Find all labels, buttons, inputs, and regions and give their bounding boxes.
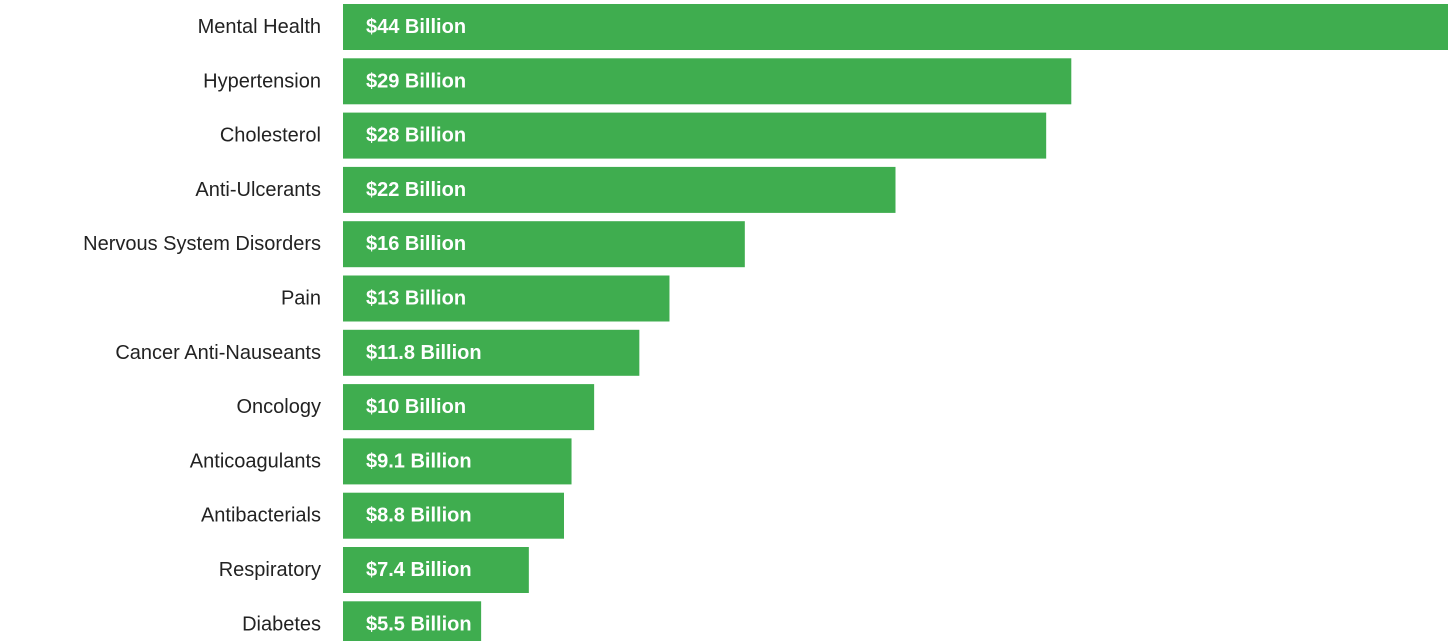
value-labels-group: $44 Billion $29 Billion $28 Billion $22 Bil…	[366, 16, 482, 635]
value-label-antibacterials: $8.8 Billion	[366, 505, 472, 527]
category-label-respiratory: Respiratory	[219, 559, 321, 581]
category-label-anticoagulants: Anticoagulants	[190, 450, 321, 472]
value-label-anti-ulcerants: $22 Billion	[366, 179, 466, 201]
bar-cancer-anti-nauseants	[343, 329, 640, 376]
category-label-anti-ulcerants: Anti-Ulcerants	[195, 179, 321, 201]
bar-anti-ulcerants	[343, 166, 896, 213]
bar-anticoagulants	[343, 438, 572, 485]
category-label-oncology: Oncology	[237, 396, 322, 418]
category-label-diabetes: Diabetes	[242, 613, 321, 635]
value-label-mental-health: $44 Billion	[366, 16, 466, 38]
bar-nervous-system-disorders	[343, 221, 745, 268]
bar-mental-health	[343, 4, 1448, 50]
category-label-hypertension: Hypertension	[203, 70, 321, 92]
value-label-cholesterol: $28 Billion	[366, 125, 466, 147]
category-label-nervous-system-disorders: Nervous System Disorders	[83, 233, 321, 255]
category-label-pain: Pain	[281, 288, 321, 310]
value-label-hypertension: $29 Billion	[366, 70, 466, 92]
category-label-antibacterials: Antibacterials	[201, 505, 321, 527]
bars-group	[343, 4, 1448, 641]
bar-pain	[343, 275, 670, 322]
bar-antibacterials	[343, 492, 564, 539]
bar-cholesterol	[343, 112, 1047, 159]
value-label-oncology: $10 Billion	[366, 396, 466, 418]
value-label-nervous-system-disorders: $16 Billion	[366, 233, 466, 255]
category-label-cholesterol: Cholesterol	[220, 125, 321, 147]
category-labels-group: Mental Health Hypertension Cholesterol Anti…	[83, 16, 321, 635]
value-label-diabetes: $5.5 Billion	[366, 613, 472, 635]
value-label-anticoagulants: $9.1 Billion	[366, 450, 472, 472]
bar-hypertension	[343, 58, 1072, 105]
category-label-mental-health: Mental Health	[198, 16, 321, 38]
value-label-respiratory: $7.4 Billion	[366, 559, 472, 581]
category-label-cancer-anti-nauseants: Cancer Anti-Nauseants	[115, 342, 321, 364]
value-label-cancer-anti-nauseants: $11.8 Billion	[366, 342, 482, 364]
bar-diabetes	[343, 601, 482, 641]
value-label-pain: $13 Billion	[366, 288, 466, 310]
bar-respiratory	[343, 547, 529, 593]
bar-oncology	[343, 384, 595, 431]
